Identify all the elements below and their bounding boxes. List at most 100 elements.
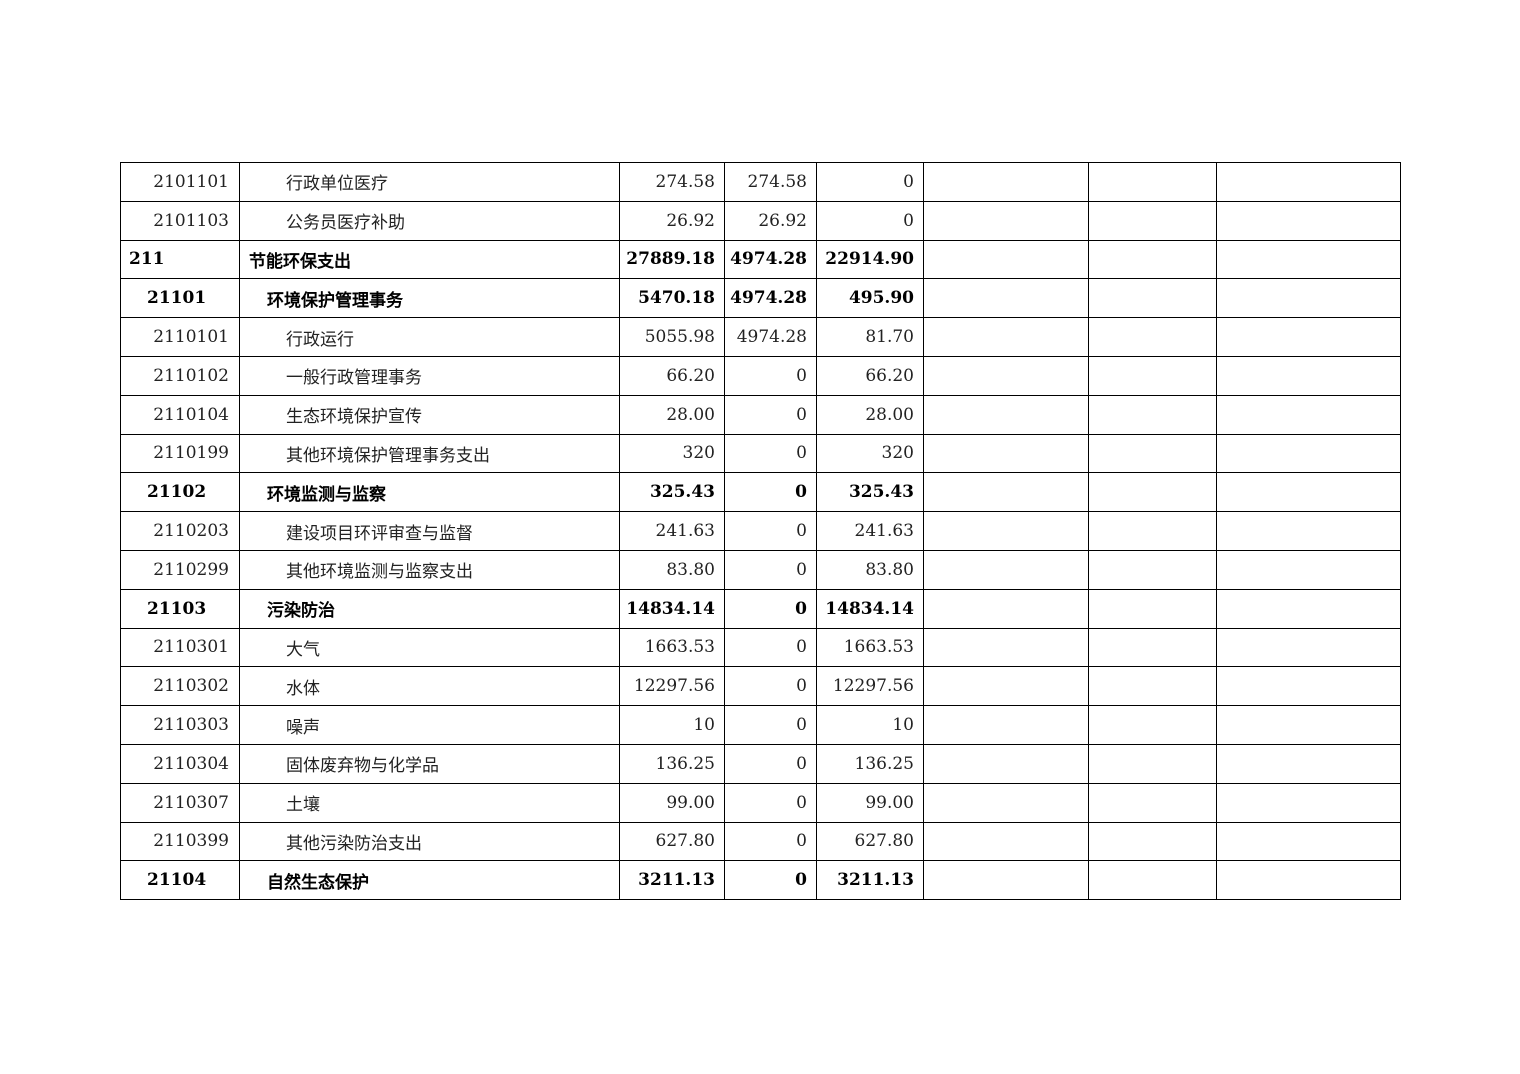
name-cell: 环境保护管理事务 <box>239 278 620 319</box>
empty-cell <box>923 200 1089 241</box>
empty-cell <box>1216 355 1401 396</box>
budget-table: 2101101 行政单位医疗 274.58 274.58 0 2101103 公务员医疗补助… <box>120 162 1401 901</box>
table-row: 21102 环境监测与监察 325.43 0 325.43 <box>120 472 1401 513</box>
code-cell: 2101101 <box>120 162 240 202</box>
name-cell: 自然生态保护 <box>239 860 620 901</box>
project-cell: 12297.56 <box>816 666 924 707</box>
project-cell: 0 <box>816 162 924 202</box>
basic-cell: 0 <box>724 782 817 823</box>
name-cell: 其他环境监测与监察支出 <box>239 549 620 590</box>
basic-cell: 0 <box>724 821 817 862</box>
empty-cell <box>923 743 1089 784</box>
name-cell: 水体 <box>239 666 620 707</box>
empty-cell <box>1216 860 1401 901</box>
empty-cell <box>923 355 1089 396</box>
empty-cell <box>923 433 1089 474</box>
project-cell: 627.80 <box>816 821 924 862</box>
name-cell: 节能环保支出 <box>239 239 620 280</box>
empty-cell <box>1216 394 1401 435</box>
basic-cell: 0 <box>724 355 817 396</box>
empty-cell <box>1216 317 1401 357</box>
empty-cell <box>1088 200 1217 241</box>
code-cell: 2110301 <box>120 627 240 668</box>
code-cell: 2110304 <box>120 743 240 784</box>
empty-cell <box>1216 588 1401 629</box>
name-cell: 一般行政管理事务 <box>239 355 620 396</box>
code-cell: 2110302 <box>120 666 240 707</box>
name-cell: 环境监测与监察 <box>239 472 620 513</box>
total-cell: 325.43 <box>619 472 725 513</box>
code-cell: 21104 <box>120 860 240 901</box>
name-cell: 污染防治 <box>239 588 620 629</box>
table-row: 2101103 公务员医疗补助 26.92 26.92 0 <box>120 200 1401 241</box>
empty-cell <box>923 549 1089 590</box>
empty-cell <box>1216 278 1401 319</box>
basic-cell: 0 <box>724 472 817 513</box>
name-cell: 行政运行 <box>239 317 620 357</box>
empty-cell <box>1216 782 1401 823</box>
total-cell: 28.00 <box>619 394 725 435</box>
empty-cell <box>1088 821 1217 862</box>
name-cell: 公务员医疗补助 <box>239 200 620 241</box>
empty-cell <box>1088 782 1217 823</box>
basic-cell: 0 <box>724 666 817 707</box>
empty-cell <box>923 588 1089 629</box>
code-cell: 2110303 <box>120 705 240 745</box>
total-cell: 1663.53 <box>619 627 725 668</box>
total-cell: 241.63 <box>619 511 725 551</box>
project-cell: 14834.14 <box>816 588 924 629</box>
total-cell: 10 <box>619 705 725 745</box>
empty-cell <box>1216 666 1401 707</box>
code-cell: 2110203 <box>120 511 240 551</box>
table-row: 2110307 土壤 99.00 0 99.00 <box>120 782 1401 823</box>
basic-cell: 0 <box>724 394 817 435</box>
table-row: 2110299 其他环境监测与监察支出 83.80 0 83.80 <box>120 549 1401 590</box>
project-cell: 22914.90 <box>816 239 924 280</box>
basic-cell: 4974.28 <box>724 317 817 357</box>
total-cell: 627.80 <box>619 821 725 862</box>
empty-cell <box>1088 433 1217 474</box>
empty-cell <box>1216 549 1401 590</box>
empty-cell <box>1216 239 1401 280</box>
table-row: 2110304 固体废弃物与化学品 136.25 0 136.25 <box>120 743 1401 784</box>
project-cell: 99.00 <box>816 782 924 823</box>
project-cell: 66.20 <box>816 355 924 396</box>
basic-cell: 0 <box>724 549 817 590</box>
empty-cell <box>1216 627 1401 668</box>
project-cell: 28.00 <box>816 394 924 435</box>
name-cell: 固体废弃物与化学品 <box>239 743 620 784</box>
code-cell: 2110299 <box>120 549 240 590</box>
table-row: 2110101 行政运行 5055.98 4974.28 81.70 <box>120 317 1401 357</box>
code-cell: 2110101 <box>120 317 240 357</box>
total-cell: 320 <box>619 433 725 474</box>
empty-cell <box>1216 821 1401 862</box>
project-cell: 3211.13 <box>816 860 924 901</box>
empty-cell <box>1088 278 1217 319</box>
name-cell: 建设项目环评审查与监督 <box>239 511 620 551</box>
code-cell: 2110307 <box>120 782 240 823</box>
empty-cell <box>923 239 1089 280</box>
total-cell: 26.92 <box>619 200 725 241</box>
empty-cell <box>923 394 1089 435</box>
total-cell: 5055.98 <box>619 317 725 357</box>
project-cell: 81.70 <box>816 317 924 357</box>
name-cell: 其他环境保护管理事务支出 <box>239 433 620 474</box>
table-row: 2110203 建设项目环评审查与监督 241.63 0 241.63 <box>120 511 1401 551</box>
empty-cell <box>923 162 1089 202</box>
name-cell: 噪声 <box>239 705 620 745</box>
table-row: 21103 污染防治 14834.14 0 14834.14 <box>120 588 1401 629</box>
empty-cell <box>1088 588 1217 629</box>
empty-cell <box>1216 705 1401 745</box>
code-cell: 21103 <box>120 588 240 629</box>
empty-cell <box>1088 549 1217 590</box>
empty-cell <box>1088 239 1217 280</box>
table-row: 2110301 大气 1663.53 0 1663.53 <box>120 627 1401 668</box>
code-cell: 21102 <box>120 472 240 513</box>
project-cell: 10 <box>816 705 924 745</box>
project-cell: 320 <box>816 433 924 474</box>
empty-cell <box>923 666 1089 707</box>
project-cell: 0 <box>816 200 924 241</box>
name-cell: 大气 <box>239 627 620 668</box>
empty-cell <box>1088 162 1217 202</box>
empty-cell <box>1088 472 1217 513</box>
